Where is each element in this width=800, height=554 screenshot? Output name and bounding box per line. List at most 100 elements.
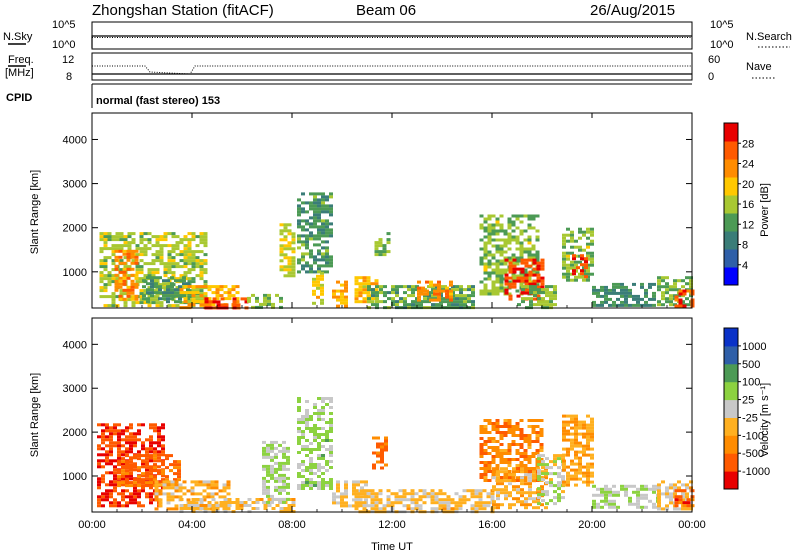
colorbar-tick-label: 100	[742, 377, 760, 389]
x-tick-label: 12:00	[378, 519, 406, 531]
power-patches	[99, 192, 695, 310]
data-patch	[247, 293, 283, 309]
power-colorbar: 4 8 12 16 20 24 28	[723, 122, 754, 286]
colorbar-swatch	[724, 123, 738, 142]
data-patch	[517, 285, 557, 310]
y-tick-label: 1000	[63, 471, 87, 483]
nave-trace	[92, 65, 692, 75]
x-tick-label: 00:00	[78, 519, 106, 531]
colorbar-tick-label: 16	[742, 199, 754, 211]
colorbar-swatch	[724, 453, 738, 472]
colorbar-swatch	[724, 399, 738, 418]
data-patch	[297, 397, 333, 490]
data-patch	[332, 280, 348, 308]
colorbar-swatch	[724, 363, 738, 383]
data-patch	[372, 436, 388, 470]
freq-strip: Freq. [MHz] 12 8 60 0 Nave	[5, 52, 775, 83]
y-tick-label: 3000	[63, 383, 87, 395]
data-patch	[297, 192, 333, 274]
cpid-text: normal (fast stereo) 153	[96, 95, 220, 107]
nsearch-tick-top: 10^5	[710, 19, 734, 31]
y-tick-label: 2000	[63, 427, 87, 439]
colorbar-swatch	[724, 195, 738, 214]
colorbar-tick-label: -500	[742, 448, 764, 460]
data-patch	[374, 232, 391, 257]
colorbar-swatch	[724, 177, 738, 196]
nave-tick-bottom: 0	[708, 71, 714, 83]
figure-title: Zhongshan Station (fitACF)	[92, 2, 274, 19]
data-patch	[592, 484, 660, 509]
colorbar-tick-label: -100	[742, 430, 764, 442]
data-patch	[354, 489, 495, 514]
colorbar-tick-label: 20	[742, 179, 754, 191]
data-patch	[592, 282, 656, 307]
colorbar-tick-label: 500	[742, 359, 760, 371]
colorbar-swatch	[724, 471, 738, 490]
colorbar-tick-label: 8	[742, 240, 748, 252]
nsearch-tick-bottom: 10^0	[710, 39, 734, 51]
colorbar-swatch	[724, 267, 738, 286]
velocity-colorbar: -1000 -500 -100 -25 25 100 500 1000	[723, 327, 770, 490]
colorbar-swatch	[724, 231, 738, 250]
y-tick-label: 1000	[63, 267, 87, 279]
velocity-panel: 1000 2000 3000 4000 00:00 04:00 08:00 12:00 16:…	[29, 317, 771, 531]
data-patch	[262, 440, 290, 504]
x-tick-label: 00:00	[678, 519, 706, 531]
nsky-tick-bottom: 10^0	[52, 39, 76, 51]
x-axis-label: Time UT	[371, 541, 413, 553]
data-patch	[179, 285, 240, 310]
colorbar-tick-label: 24	[742, 159, 754, 171]
colorbar-swatch	[724, 249, 738, 268]
colorbar-tick-label: 25	[742, 395, 754, 407]
power-panel: 1000 2000 3000 4000 Slant Range [km] 4 8 12 16…	[29, 112, 771, 310]
nave-label: Nave	[746, 61, 772, 73]
nsky-tick-top: 10^5	[52, 19, 76, 31]
nsearch-label: N.Search	[746, 31, 792, 43]
colorbar-swatch	[724, 435, 738, 454]
colorbar-swatch	[724, 381, 738, 401]
power-colorbar-label: Power [dB]	[759, 183, 771, 237]
freq-label: Freq.	[8, 54, 34, 66]
power-ylabel: Slant Range [km]	[29, 170, 41, 254]
data-patch	[117, 454, 181, 488]
data-patch	[97, 423, 165, 508]
colorbar-swatch	[724, 159, 738, 178]
data-patch	[537, 454, 565, 506]
colorbar-swatch	[724, 345, 738, 365]
freq-tick-bottom: 8	[66, 71, 72, 83]
velocity-patches	[97, 397, 695, 514]
y-tick-label: 4000	[63, 339, 87, 351]
velocity-y-ticks: 1000 2000 3000 4000	[63, 339, 692, 483]
data-patch	[417, 280, 453, 302]
cpid-row: CPID normal (fast stereo) 153	[6, 83, 692, 108]
data-patch	[312, 271, 324, 305]
cpid-label: CPID	[6, 92, 32, 104]
colorbar-swatch	[724, 328, 738, 347]
colorbar-tick-label: 4	[742, 260, 748, 272]
nsky-trace	[91, 35, 692, 48]
x-tick-label: 16:00	[478, 519, 506, 531]
y-tick-label: 4000	[63, 134, 87, 146]
colorbar-swatch	[724, 213, 738, 232]
colorbar-frame	[723, 327, 739, 490]
y-tick-label: 3000	[63, 179, 87, 191]
velocity-frame	[91, 317, 693, 513]
data-patch	[114, 249, 139, 301]
beam-label: Beam 06	[356, 2, 416, 19]
nsky-strip: N.Sky 10^5 10^0 10^5 10^0 N.Search	[3, 19, 792, 51]
nsky-label: N.Sky	[3, 31, 33, 43]
velocity-colorbar-label: Velocity [m s⁻¹]	[759, 383, 771, 457]
data-patch	[562, 414, 594, 487]
data-patch	[279, 223, 296, 278]
nave-tick-top: 60	[708, 54, 720, 66]
power-x-ticks	[91, 113, 693, 308]
x-tick-label: 08:00	[278, 519, 306, 531]
freq-tick-top: 12	[62, 54, 74, 66]
date-label: 26/Aug/2015	[590, 2, 675, 19]
colorbar-swatch	[724, 417, 738, 436]
velocity-x-ticks: 00:00 04:00 08:00 12:00 16:00 20:00 00:00	[78, 318, 706, 531]
velocity-ylabel: Slant Range [km]	[29, 373, 41, 457]
power-y-ticks: 1000 2000 3000 4000	[63, 134, 692, 279]
colorbar-tick-label: -25	[742, 412, 758, 424]
